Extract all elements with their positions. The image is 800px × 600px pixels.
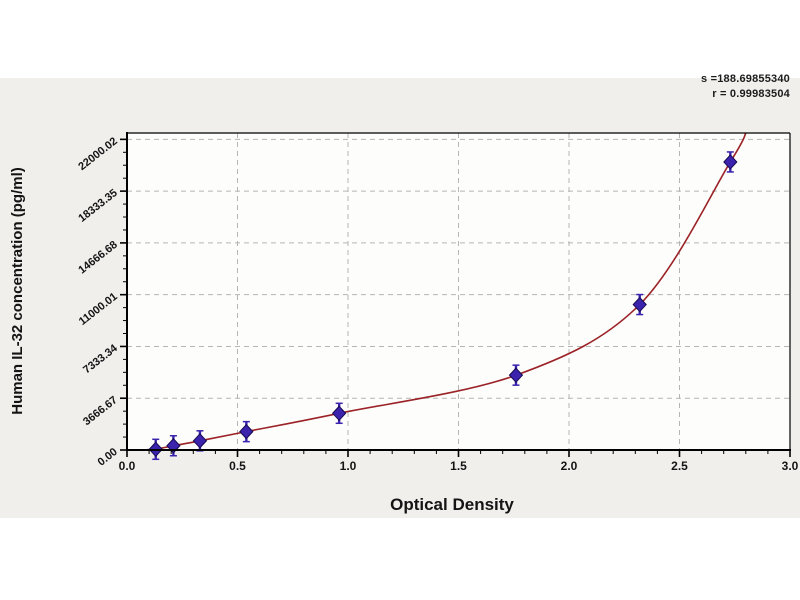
y-axis-title: Human IL-32 concentration (pg/ml): [9, 167, 26, 415]
diamond-marker: [192, 433, 208, 449]
diamond-marker: [508, 367, 524, 383]
y-tick-label: 18333.35: [76, 187, 120, 225]
fit-stat-s: s =188.69855340: [701, 73, 790, 85]
fit-stat-r: r = 0.99983504: [712, 88, 790, 100]
diamond-marker: [632, 296, 647, 313]
gridlines: [127, 133, 790, 450]
data-points: [148, 151, 738, 461]
x-tick-label: 1.5: [450, 459, 467, 473]
diamond-marker: [239, 423, 254, 440]
data-point-marker: [508, 364, 524, 386]
x-tick-label: 0.5: [229, 459, 246, 473]
x-tick-label: 3.0: [782, 459, 799, 473]
y-tick-label: 22000.02: [76, 135, 120, 173]
data-point-marker: [166, 435, 181, 457]
y-tick-label: 11000.01: [77, 291, 120, 328]
y-tick-label: 3666.67: [81, 394, 120, 428]
x-axis-title: Optical Density: [390, 495, 514, 514]
x-tick-label: 0.0: [119, 459, 136, 473]
data-point-marker: [239, 420, 254, 443]
diamond-marker: [723, 154, 738, 170]
x-tick-label: 1.0: [340, 459, 357, 473]
y-tick-label: 14666.68: [76, 239, 120, 277]
data-point-marker: [331, 402, 347, 425]
data-point-marker: [632, 293, 647, 316]
diamond-marker: [166, 438, 181, 454]
data-point-marker: [723, 151, 738, 173]
x-tick-label: 2.0: [561, 459, 578, 473]
diamond-marker: [331, 405, 347, 422]
standard-curve-chart: 0.0 0.5 1.0 1.5 2.0 2.5 3.0 0.00 3666.67 7333.34 1…: [9, 132, 799, 514]
x-tick-label: 2.5: [671, 459, 688, 473]
fit-statistics: s =188.69855340 r = 0.99983504: [701, 72, 790, 102]
y-tick-label: 0.00: [96, 446, 120, 469]
y-tick-label: 7333.34: [81, 342, 120, 376]
chart-panel: 0.0 0.5 1.0 1.5 2.0 2.5 3.0 0.00 3666.67 7333.34 1…: [0, 78, 800, 518]
